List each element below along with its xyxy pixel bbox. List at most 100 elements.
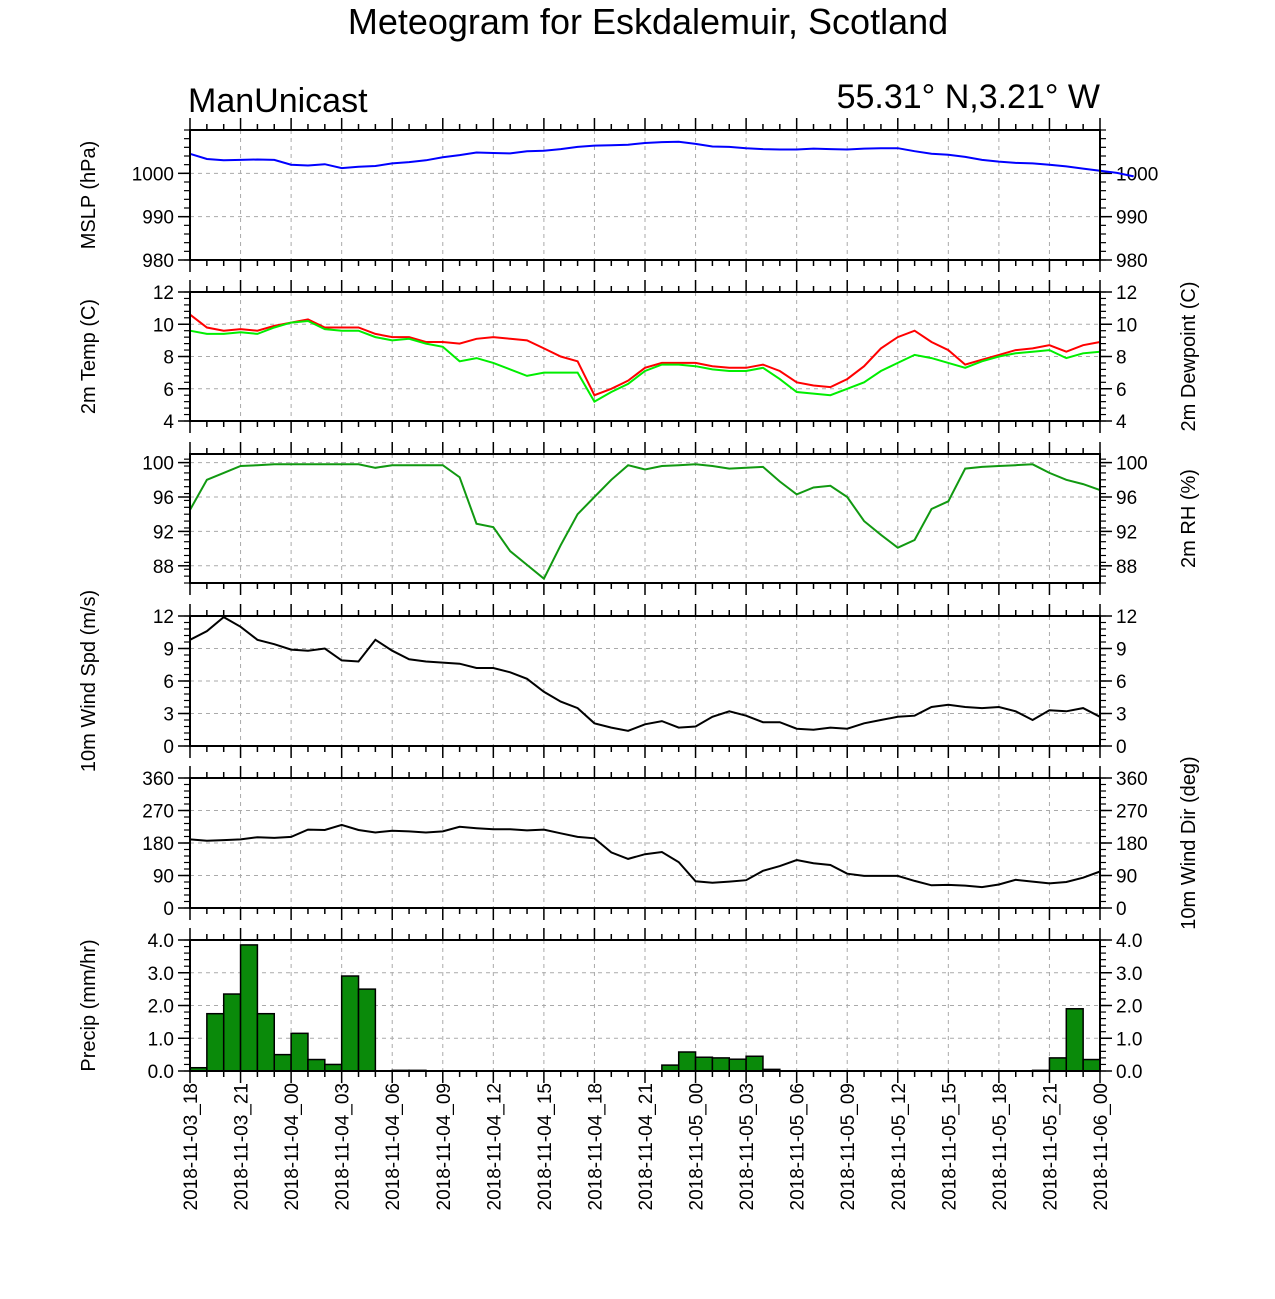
y-tick-label: 2.0 (148, 997, 174, 1018)
x-date-label: 2018-11-04_00 (282, 1083, 303, 1210)
wind_speed-frame (189, 615, 1101, 747)
wind_dir-panel: 0 0 90 90 180 180 270 270 360 360 10m Wind Dir (de… (142, 756, 1200, 929)
precip-bar (694, 1056, 714, 1072)
y-tick-label-right: 0 (1116, 737, 1127, 758)
y-tick-label-right: 96 (1116, 488, 1137, 509)
temperature-series-line (189, 313, 1101, 397)
y-tick-label-right: 0 (1116, 899, 1127, 920)
rh-panel: 88 88 92 92 96 96 100 100 2m RH (%) (142, 442, 1200, 595)
temperature-ylabel-right: 2m Dewpoint (C) (1178, 281, 1200, 431)
x-date-label: 2018-11-05_18 (990, 1083, 1011, 1210)
x-date-label: 2018-11-05_09 (838, 1083, 859, 1210)
y-tick-label: 10 (153, 315, 174, 336)
temperature-panel: 4 4 6 6 8 8 10 10 12 12 2m Temp (C) 2m Dewpoint (C) (78, 280, 1200, 433)
precip-bar (1082, 1058, 1101, 1072)
rh-series-line (189, 463, 1101, 581)
y-tick-label-right: 180 (1116, 834, 1148, 855)
y-tick-label-right: 12 (1116, 607, 1137, 628)
mslp-ylabel: MSLP (hPa) (78, 141, 100, 250)
y-tick-label-right: 8 (1116, 348, 1127, 369)
y-tick-label: 12 (153, 607, 174, 628)
y-tick-label: 990 (142, 208, 174, 229)
y-tick-label: 360 (142, 769, 174, 790)
y-tick-label: 8 (163, 348, 174, 369)
precip-bar (273, 1053, 292, 1072)
rh-frame (189, 453, 1101, 584)
precip-bar (745, 1055, 764, 1072)
precip-bar (357, 988, 377, 1072)
mslp-series-line (189, 140, 1134, 178)
wind_speed-series-line (189, 615, 1101, 732)
y-tick-label: 1000 (132, 164, 174, 185)
y-tick-label-right: 4.0 (1116, 931, 1142, 952)
precip-bar (340, 975, 360, 1072)
y-tick-label: 980 (142, 251, 174, 272)
y-tick-label-right: 90 (1116, 867, 1137, 888)
x-date-label: 2018-11-04_09 (434, 1083, 455, 1210)
y-tick-label-right: 1000 (1116, 164, 1158, 185)
y-tick-label-right: 980 (1116, 251, 1148, 272)
y-tick-label: 0 (163, 899, 174, 920)
temperature-frame (189, 291, 1101, 422)
temperature-ylabel: 2m Temp (C) (78, 299, 100, 414)
y-tick-label: 90 (153, 867, 174, 888)
precip-frame (189, 939, 1101, 1072)
y-tick-label-right: 88 (1116, 557, 1137, 578)
precip-bar (1065, 1008, 1084, 1072)
y-tick-label: 1.0 (148, 1029, 174, 1050)
y-tick-label-right: 6 (1116, 380, 1127, 401)
x-date-label: 2018-11-05_21 (1040, 1083, 1061, 1210)
precip-bar (711, 1057, 731, 1072)
precip-bar (307, 1058, 326, 1072)
y-tick-label-right: 3.0 (1116, 964, 1142, 985)
y-tick-label-right: 3 (1116, 705, 1127, 726)
x-date-label: 2018-11-04_21 (636, 1083, 657, 1210)
y-tick-label: 0 (163, 737, 174, 758)
x-date-label: 2018-11-04_06 (383, 1083, 404, 1210)
x-date-label: 2018-11-04_12 (484, 1083, 505, 1210)
y-tick-label: 6 (163, 672, 174, 693)
y-tick-label: 9 (163, 640, 174, 661)
y-tick-label-right: 360 (1116, 769, 1148, 790)
rh-ylabel-right: 2m RH (%) (1178, 469, 1200, 568)
y-tick-label: 6 (163, 380, 174, 401)
y-tick-label: 4 (163, 412, 174, 433)
x-date-label: 2018-11-04_15 (535, 1083, 556, 1210)
x-date-label: 2018-11-05_03 (737, 1083, 758, 1210)
x-date-label: 2018-11-06_00 (1091, 1083, 1112, 1210)
temperature-series-line (189, 319, 1101, 403)
y-tick-label-right: 12 (1116, 283, 1137, 304)
x-date-label: 2018-11-05_06 (788, 1083, 809, 1210)
precip-bar (1048, 1057, 1068, 1072)
precip-bar (728, 1058, 747, 1072)
y-tick-label: 92 (153, 522, 174, 543)
mslp-panel: 980 980 990 990 1000 1000 MSLP (hPa) (78, 118, 1158, 272)
wind_speed-panel: 0 0 3 3 6 6 9 9 12 12 10m Wind Spd (m/s) (78, 590, 1137, 772)
time-axis: 2018-11-03_18 2018-11-03_21 2018-11-04_00 2… (181, 1083, 1112, 1210)
y-tick-label-right: 9 (1116, 640, 1127, 661)
precip-bar (677, 1051, 697, 1072)
x-date-label: 2018-11-05_12 (889, 1083, 910, 1210)
y-tick-label-right: 10 (1116, 315, 1137, 336)
y-tick-label: 4.0 (148, 931, 174, 952)
wind_dir-series-line (189, 823, 1101, 889)
y-tick-label: 180 (142, 834, 174, 855)
precip-bar (256, 1012, 276, 1072)
precip-bar (290, 1032, 309, 1072)
y-tick-label: 0.0 (148, 1062, 174, 1083)
precip-bar (206, 1012, 225, 1072)
y-tick-label: 3.0 (148, 964, 174, 985)
precip-ylabel: Precip (mm/hr) (78, 939, 100, 1071)
y-tick-label-right: 270 (1116, 802, 1148, 823)
y-tick-label-right: 100 (1116, 454, 1148, 475)
precip-panel: 0.0 0.0 1.0 1.0 2.0 2.0 3.0 3.0 4.0 4.0 Precip (mm… (78, 928, 1142, 1083)
y-tick-label: 12 (153, 283, 174, 304)
y-tick-label: 100 (142, 454, 174, 475)
chart-title: Meteogram for Eskdalemuir, Scotland (348, 1, 948, 42)
y-tick-label-right: 1.0 (1116, 1029, 1142, 1050)
wind_dir-frame (189, 777, 1101, 909)
x-date-label: 2018-11-04_03 (333, 1083, 354, 1210)
y-tick-label: 96 (153, 488, 174, 509)
x-date-label: 2018-11-05_15 (939, 1083, 960, 1210)
